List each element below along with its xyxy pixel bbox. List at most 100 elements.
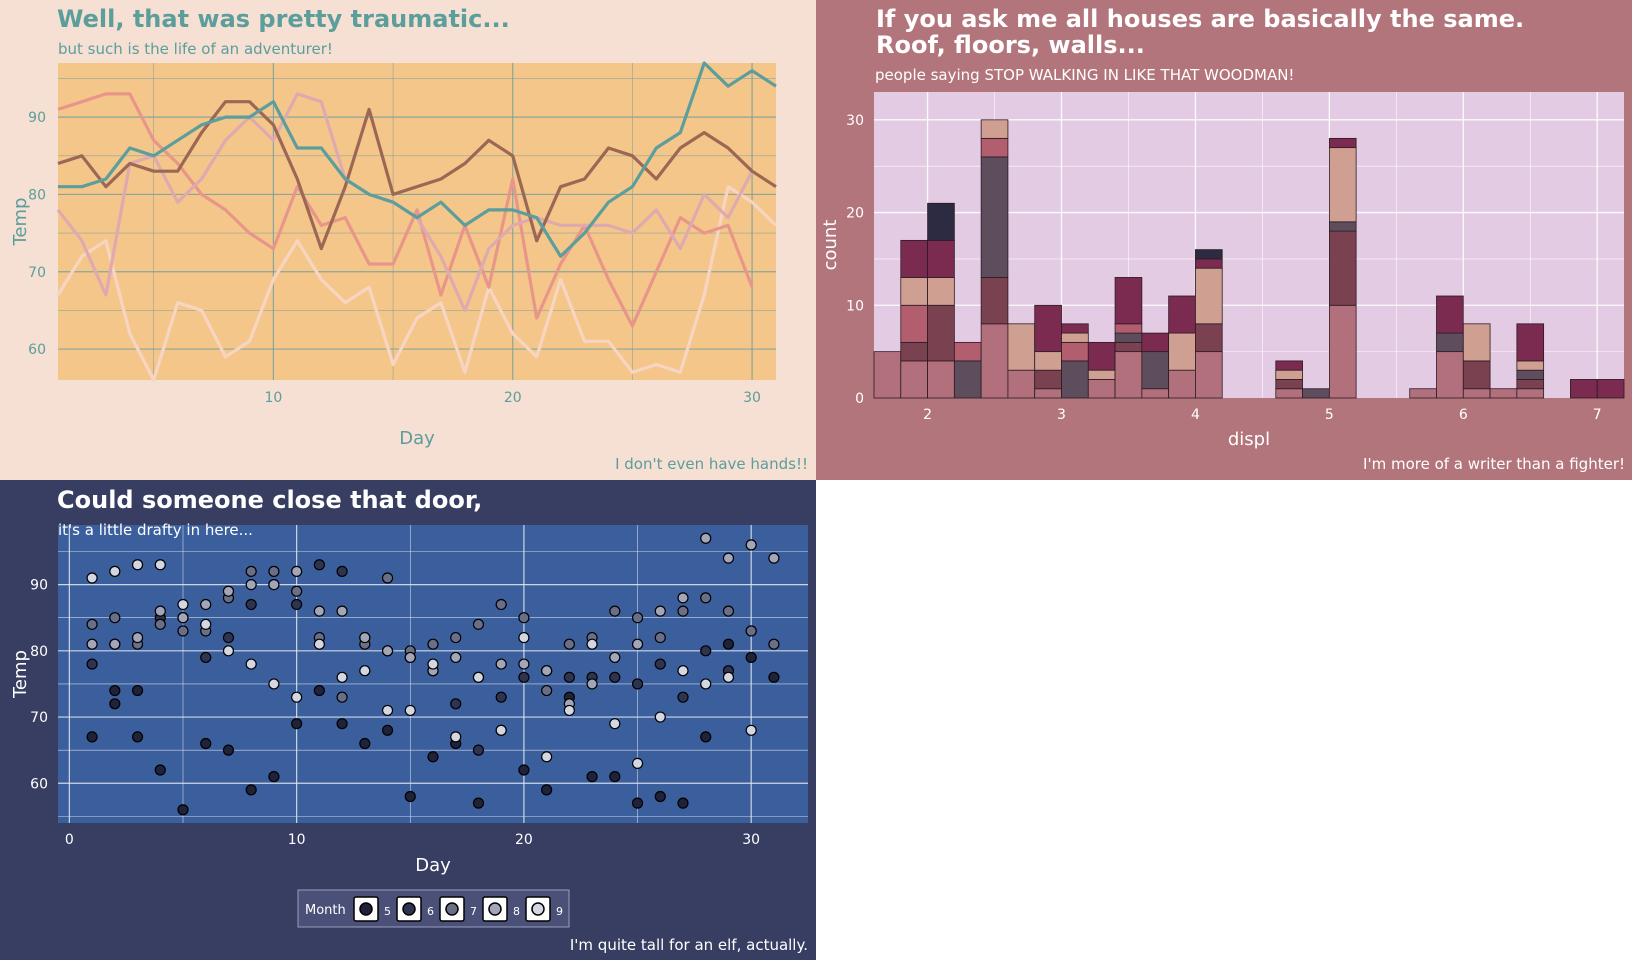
histogram-bar-segment: [900, 277, 928, 306]
histogram-bar-segment: [1195, 267, 1223, 325]
scatter-point-month-5: [654, 790, 666, 803]
histogram-bar-segment: [1516, 369, 1545, 380]
x-tick-label: 2: [923, 407, 932, 423]
scatter-point-month-5: [768, 671, 780, 683]
histogram-bar-segment: [1516, 379, 1545, 390]
chart-caption: I'm quite tall for an elf, actually.: [570, 936, 808, 954]
scatter-point-month-5: [268, 771, 280, 783]
scatter-point-month-7: [450, 631, 462, 644]
scatter-point-month-5: [109, 684, 121, 697]
histogram-bar-segment: [1034, 369, 1062, 390]
scatter-point-month-7: [768, 638, 780, 650]
scatter-point-month-9: [268, 678, 280, 690]
scatter-point-month-5: [745, 651, 757, 664]
scatter-point-month-6: [450, 698, 462, 710]
histogram-bar-segment: [873, 351, 902, 399]
y-tick-label: 90: [30, 578, 48, 594]
scatter-point-month-8: [677, 592, 689, 604]
scatter-point-month-9: [177, 598, 189, 611]
histogram-bar-segment: [1195, 258, 1223, 269]
histogram-bar-segment: [1061, 323, 1089, 334]
scatter-point-month-8: [336, 605, 348, 617]
scatter-point-month-5: [359, 737, 371, 750]
legend-item-label: 5: [384, 905, 391, 918]
histogram-bar-segment: [900, 360, 928, 399]
scatter-point-month-7: [109, 612, 121, 624]
histogram-bar-segment: [1114, 341, 1143, 353]
histogram-bar-segment: [1168, 369, 1196, 399]
plot-area: [58, 63, 776, 380]
histogram-bar-segment: [980, 277, 1009, 325]
scatter-point-month-7: [541, 684, 553, 697]
histogram-bar-segment: [1275, 369, 1303, 380]
histogram-bar-segment: [1409, 388, 1437, 399]
scatter-point-month-9: [427, 658, 439, 670]
scatter-point-month-5: [291, 718, 303, 730]
legend-item-label: 9: [556, 905, 563, 918]
histogram-bar-segment: [1114, 332, 1143, 343]
legend-item-label: 6: [427, 905, 434, 918]
scatter-point-month-9: [609, 718, 621, 730]
scatter-point-month-5: [541, 784, 553, 796]
y-axis-label: count: [820, 220, 841, 271]
histogram-bar-segment: [927, 202, 955, 241]
scatter-point-month-6: [700, 645, 712, 657]
traumatic-line-chart-panel: 60 70 80 90 10 20 30 Well, that was pretty trau…: [0, 0, 816, 480]
scatter-point-month-5: [472, 797, 485, 809]
legend-item-label: 8: [513, 905, 520, 918]
chart-subtitle: but such is the life of an adventurer!: [58, 40, 333, 58]
histogram-bar-segment: [1061, 341, 1089, 362]
scatter-point-month-7: [563, 638, 575, 650]
histogram-bar-segment: [953, 360, 982, 399]
scatter-point-month-8: [381, 645, 394, 657]
x-tick-label: 0: [65, 832, 74, 848]
scatter-point-month-6: [86, 658, 98, 670]
scatter-point-month-7: [745, 625, 757, 637]
scatter-point-month-8: [359, 631, 371, 644]
scatter-point-month-9: [381, 704, 394, 717]
scatter-point-month-9: [222, 645, 235, 657]
histogram-bar-segment: [1061, 360, 1089, 399]
histogram-bar-segment: [1034, 388, 1062, 399]
scatter-point-month-7: [381, 572, 394, 584]
scatter-point-month-9: [563, 704, 575, 717]
scatter-point-month-6: [609, 671, 621, 683]
x-axis-label: Day: [415, 855, 451, 876]
legend-key-point: [359, 902, 373, 916]
scatter-point-month-9: [154, 559, 166, 571]
drafty-scatter-panel: 60 70 80 90 0 10 20 30 Could someone close that …: [0, 480, 816, 960]
chart-subtitle: it's a little drafty in here...: [58, 521, 253, 539]
scatter-point-month-6: [313, 559, 325, 571]
y-tick-label: 70: [28, 265, 46, 281]
scatter-point-month-9: [404, 704, 416, 717]
scatter-point-month-5: [131, 731, 144, 743]
scatter-point-month-5: [631, 797, 644, 809]
histogram-bar-segment: [1570, 379, 1598, 399]
histogram-bar-segment: [927, 277, 955, 306]
histogram-bar-segment: [1168, 332, 1196, 371]
x-axis-label: Day: [399, 428, 435, 449]
scatter-point-month-9: [700, 678, 712, 690]
x-tick-label: 20: [515, 832, 533, 848]
scatter-point-month-9: [131, 559, 144, 571]
line-chart-svg: 60 70 80 90 10 20 30 Well, that was pretty trau…: [0, 0, 816, 480]
scatter-point-month-8: [541, 665, 553, 677]
legend: Month 5 6 7 8 9: [297, 889, 570, 928]
y-tick-label: 10: [846, 298, 864, 314]
scatter-point-month-9: [654, 711, 666, 723]
scatter-point-month-7: [677, 605, 689, 617]
histogram-bar-segment: [1328, 221, 1357, 232]
histogram-svg: 0 10 20 30 2 3 4 5 6 7 If you ask me all houses ar…: [816, 0, 1632, 480]
histogram-bar-segment: [980, 137, 1009, 158]
histogram-bar-segment: [1087, 369, 1116, 380]
scatter-point-month-6: [677, 691, 689, 703]
histogram-bar-segment: [900, 341, 928, 362]
scatter-point-month-8: [654, 605, 666, 617]
chart-title-line-2: Roof, floors, walls...: [876, 31, 1145, 59]
scatter-point-month-9: [245, 658, 257, 670]
scatter-point-month-5: [404, 790, 416, 803]
scatter-point-month-8: [177, 612, 189, 624]
histogram-bar-segment: [980, 156, 1009, 278]
scatter-point-month-8: [109, 638, 121, 650]
scatter-point-month-9: [109, 565, 121, 577]
